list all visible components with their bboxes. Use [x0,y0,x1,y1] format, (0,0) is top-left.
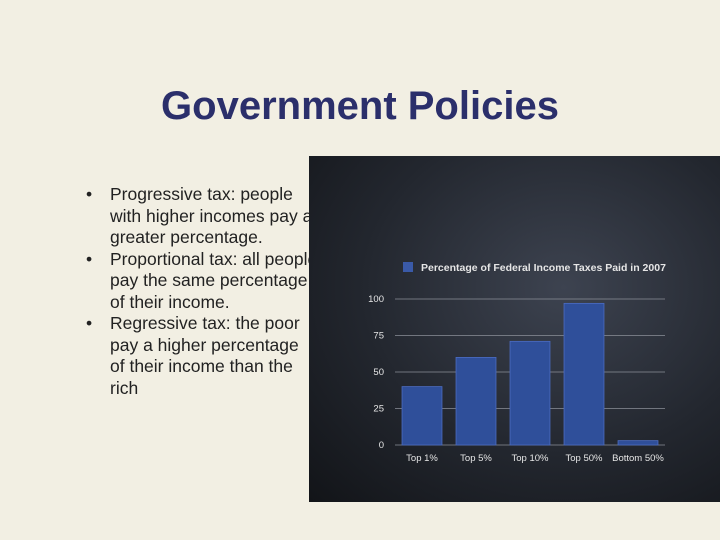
chart-panel: Percentage of Federal Income Taxes Paid … [309,156,720,502]
slide-title: Government Policies [161,84,559,128]
bar-top-1 [401,386,443,446]
y-tick-label: 100 [368,294,384,305]
bar-bottom-50 [617,440,659,446]
legend-swatch [403,262,413,272]
legend-label: Percentage of Federal Income Taxes Paid … [421,262,666,274]
bullet-proportional: • Proportional tax: all people pay the sa… [86,249,318,314]
x-tick-label: Top 1% [406,453,438,464]
bullet-regressive: • Regressive tax: the poor pay a higher p… [86,313,318,399]
bullet-marker: • [86,184,93,204]
y-axis-ticks: 0 25 50 75 100 [368,294,384,451]
x-tick-label: Top 5% [460,453,492,464]
bar-top-5 [455,356,497,446]
bars [401,302,659,446]
bar-top-10 [509,340,551,446]
x-tick-label: Top 10% [512,453,550,464]
y-tick-label: 25 [373,404,384,415]
x-tick-label: Top 50% [566,453,604,464]
bar-top-50 [563,302,605,446]
legend: Percentage of Federal Income Taxes Paid … [403,262,666,274]
bullet-text: Progressive tax: people with higher inco… [110,184,313,247]
bullet-text: Proportional tax: all people pay the sam… [110,248,318,312]
bullet-marker: • [86,313,93,333]
bar-chart: Percentage of Federal Income Taxes Paid … [368,262,666,464]
bullet-list: • Progressive tax: people with higher inc… [86,184,318,399]
bullet-marker: • [86,248,93,269]
bullet-progressive: • Progressive tax: people with higher inc… [86,184,318,249]
bullet-text: Regressive tax: the poor pay a higher pe… [110,313,300,398]
x-axis-labels: Top 1% Top 5% Top 10% Top 50% Bottom 50% [406,453,664,464]
x-tick-label: Bottom 50% [612,453,664,464]
y-tick-label: 50 [373,367,384,378]
y-tick-label: 0 [379,440,384,451]
y-tick-label: 75 [373,331,384,342]
